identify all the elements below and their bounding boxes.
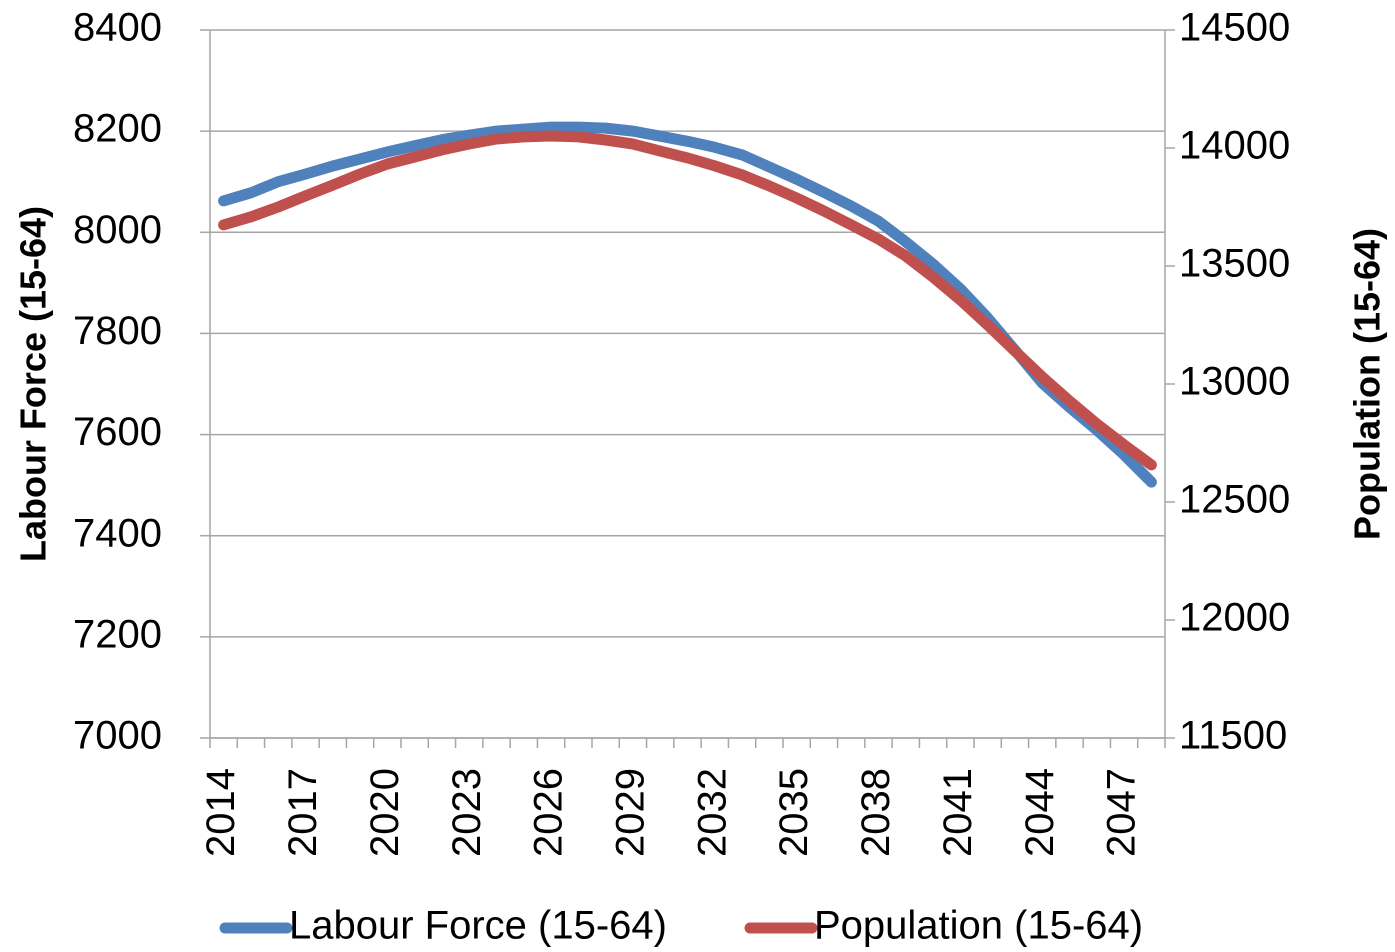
- x-tick-label: 2047: [1100, 768, 1144, 857]
- y-tick-label: 7200: [73, 612, 162, 656]
- y-tick-label: 7400: [73, 511, 162, 555]
- x-tick-label: 2026: [527, 768, 571, 857]
- x-tick-label: 2029: [608, 768, 652, 857]
- x-tick-label: 2023: [445, 768, 489, 857]
- y-axis-title: Labour Force (15-64): [13, 206, 54, 562]
- y2-tick-label: 14000: [1179, 124, 1290, 168]
- y-tick-label: 8000: [73, 208, 162, 252]
- x-tick-label: 2044: [1018, 768, 1062, 857]
- y2-tick-label: 14500: [1179, 6, 1290, 50]
- y2-axis-title: Population (15-64): [1347, 228, 1388, 540]
- y-tick-label: 7000: [73, 714, 162, 758]
- y-tick-label: 8400: [73, 6, 162, 50]
- y-tick-label: 8200: [73, 107, 162, 151]
- y2-tick-label: 13000: [1179, 360, 1290, 404]
- x-tick-label: 2041: [936, 768, 980, 857]
- x-tick-label: 2020: [363, 768, 407, 857]
- y2-tick-label: 12000: [1179, 596, 1290, 640]
- x-tick-label: 2017: [281, 768, 325, 857]
- legend-label: Population (15-64): [814, 904, 1143, 948]
- x-tick-label: 2038: [854, 768, 898, 857]
- series-line: [218, 121, 1157, 488]
- y2-tick-label: 12500: [1179, 478, 1290, 522]
- x-tick-label: 2032: [690, 768, 734, 857]
- y2-tick-label: 13500: [1179, 242, 1290, 286]
- series-line: [218, 130, 1157, 471]
- y-tick-label: 7600: [73, 410, 162, 454]
- x-tick-label: 2035: [772, 768, 816, 857]
- y-tick-label: 7800: [73, 309, 162, 353]
- legend-label: Labour Force (15-64): [289, 904, 667, 948]
- y2-tick-label: 11500: [1179, 714, 1287, 758]
- x-tick-label: 2014: [199, 768, 243, 857]
